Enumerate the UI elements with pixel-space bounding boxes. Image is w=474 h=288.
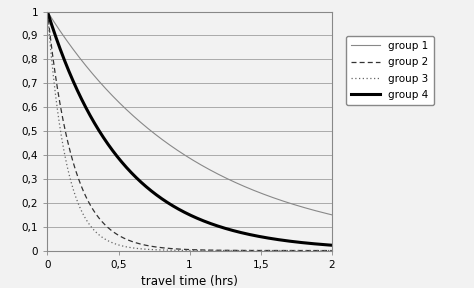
group 2 (266, 249, 272, 252)
group 4 (170, 204, 175, 207)
Line: group 2: group 2 (47, 12, 332, 251)
group 3 (170, 249, 175, 252)
group 3 (160, 248, 165, 252)
group 2 (240, 249, 246, 252)
group 3 (240, 249, 246, 252)
group 1 (266, 194, 272, 198)
group 3 (329, 249, 335, 252)
group 2 (160, 246, 165, 249)
group 4 (160, 197, 165, 201)
group 2 (45, 10, 50, 13)
Line: group 3: group 3 (47, 12, 332, 251)
group 3 (272, 249, 277, 252)
group 3 (73, 197, 79, 201)
X-axis label: travel time (hrs): travel time (hrs) (141, 275, 238, 288)
group 1 (170, 145, 175, 149)
group 1 (272, 196, 277, 200)
group 4 (240, 231, 246, 235)
group 1 (329, 213, 335, 217)
group 1 (240, 184, 246, 187)
group 4 (329, 243, 335, 247)
group 1 (45, 10, 50, 13)
group 4 (45, 10, 50, 13)
group 3 (266, 249, 272, 252)
group 4 (266, 236, 272, 240)
group 4 (73, 87, 79, 90)
group 2 (73, 171, 79, 175)
Line: group 1: group 1 (47, 12, 332, 215)
group 1 (73, 52, 79, 55)
group 2 (272, 249, 277, 252)
group 1 (160, 138, 165, 141)
group 2 (170, 247, 175, 250)
group 4 (272, 237, 277, 241)
Line: group 4: group 4 (47, 12, 332, 245)
Legend: group 1, group 2, group 3, group 4: group 1, group 2, group 3, group 4 (346, 36, 434, 105)
group 3 (45, 10, 50, 13)
group 2 (329, 249, 335, 252)
